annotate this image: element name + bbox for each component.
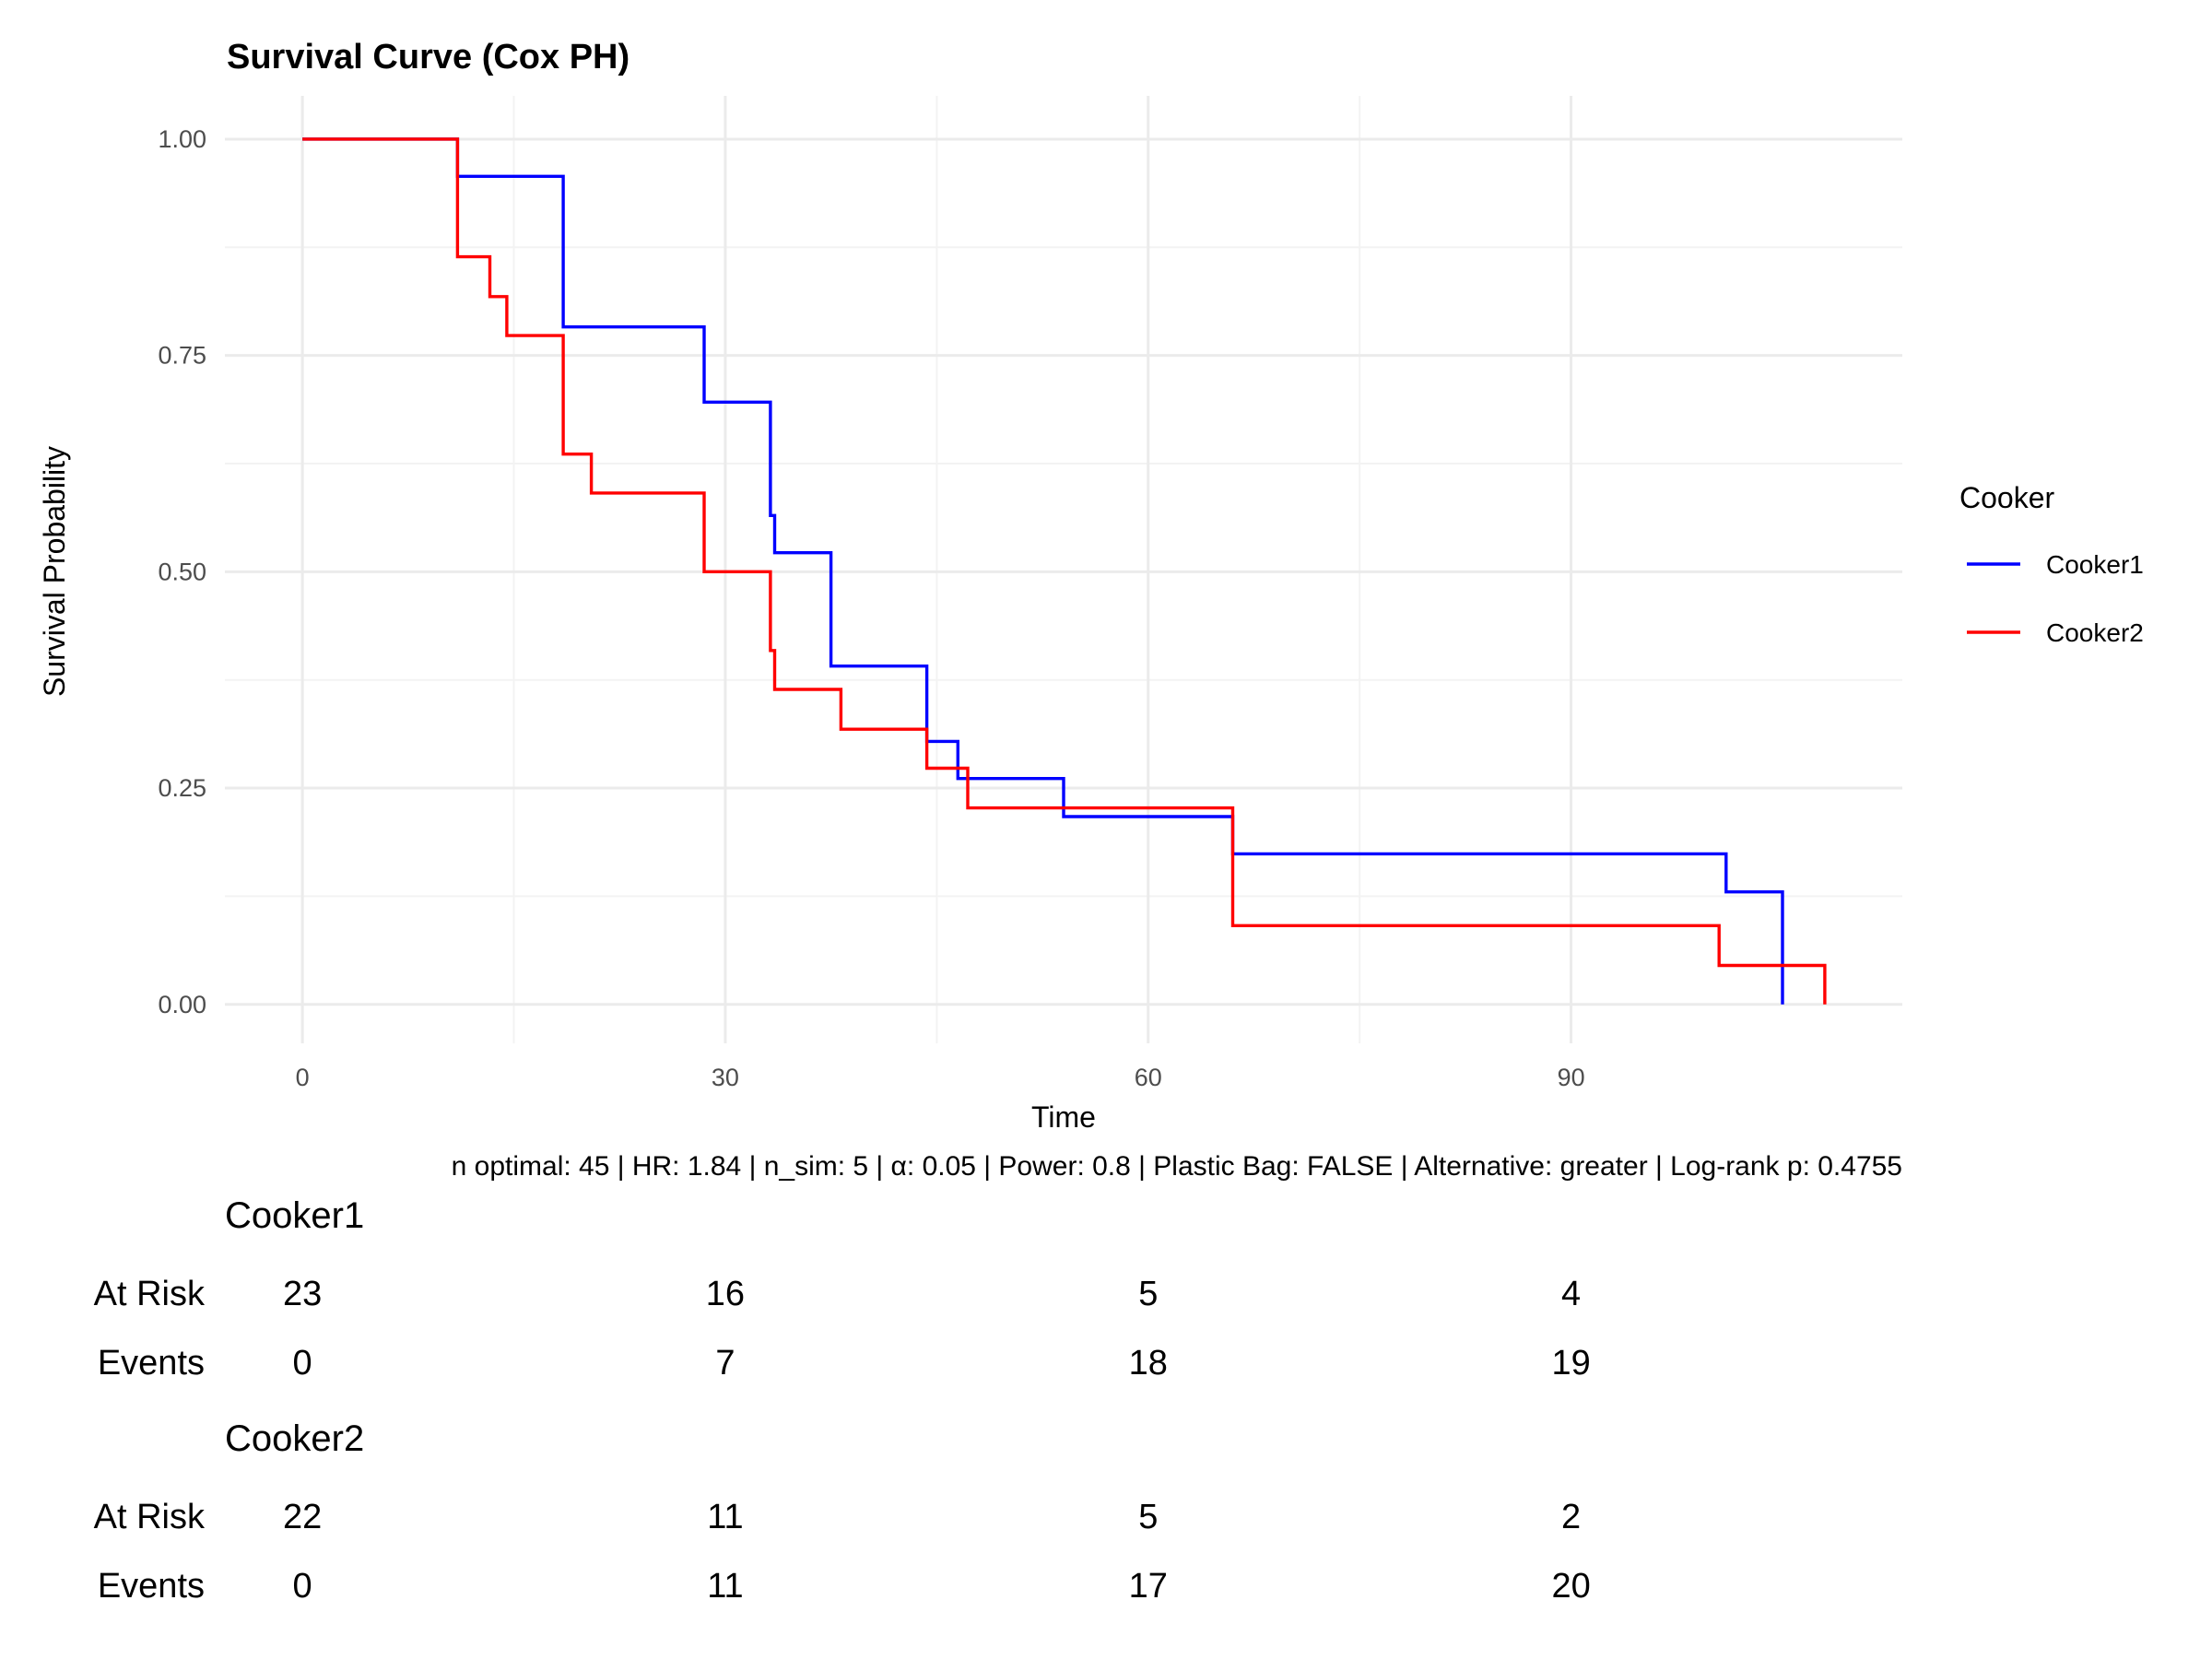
x-tick-label: 90 bbox=[1558, 1064, 1585, 1091]
risk-value: 16 bbox=[706, 1275, 745, 1313]
risk-row-label: At Risk bbox=[94, 1498, 206, 1536]
risk-value: 17 bbox=[1129, 1567, 1168, 1606]
risk-value: 18 bbox=[1129, 1344, 1168, 1382]
curve-cooker2 bbox=[302, 137, 1827, 1005]
risk-value: 5 bbox=[1138, 1498, 1158, 1536]
risk-row-label: At Risk bbox=[94, 1275, 206, 1313]
risk-row-label: Events bbox=[98, 1344, 205, 1382]
risk-value: 7 bbox=[715, 1344, 735, 1382]
chart-caption: n optimal: 45 | HR: 1.84 | n_sim: 5 | α:… bbox=[452, 1151, 1902, 1182]
risk-value: 19 bbox=[1551, 1344, 1590, 1382]
risk-value: 22 bbox=[283, 1498, 322, 1536]
risk-value: 0 bbox=[293, 1344, 312, 1382]
risk-value: 2 bbox=[1561, 1498, 1581, 1536]
chart-title: Survival Curve (Cox PH) bbox=[227, 38, 629, 76]
risk-value: 20 bbox=[1551, 1567, 1590, 1606]
x-tick-label: 0 bbox=[296, 1064, 310, 1091]
risk-table: Cooker1 At Risk 23 16 5 4 Events 0 7 18 19 Cooker2 A… bbox=[94, 1195, 1591, 1606]
risk-group-title: Cooker1 bbox=[225, 1195, 364, 1236]
y-axis-title: Survival Probability bbox=[38, 446, 71, 697]
legend-label-cooker2: Cooker2 bbox=[2046, 618, 2144, 647]
legend-title: Cooker bbox=[1959, 481, 2055, 514]
risk-row-label: Events bbox=[98, 1567, 205, 1606]
y-tick-label: 0.25 bbox=[158, 774, 206, 802]
y-tick-label: 0.75 bbox=[158, 342, 206, 370]
y-tick-label: 0.00 bbox=[158, 991, 206, 1018]
risk-value: 5 bbox=[1138, 1275, 1158, 1313]
risk-value: 11 bbox=[707, 1567, 743, 1606]
risk-value: 23 bbox=[283, 1275, 322, 1313]
risk-value: 0 bbox=[293, 1567, 312, 1606]
x-axis-ticks: 0 30 60 90 bbox=[296, 1064, 1585, 1091]
y-axis-ticks: 0.00 0.25 0.50 0.75 1.00 bbox=[158, 125, 206, 1018]
x-axis-title: Time bbox=[1031, 1100, 1096, 1134]
survival-curves bbox=[302, 137, 1827, 1005]
risk-value: 4 bbox=[1561, 1275, 1581, 1313]
x-tick-label: 60 bbox=[1135, 1064, 1162, 1091]
legend: Cooker Cooker1 Cooker2 bbox=[1959, 481, 2144, 647]
risk-value: 11 bbox=[707, 1498, 743, 1536]
risk-group-title: Cooker2 bbox=[225, 1418, 364, 1459]
y-tick-label: 0.50 bbox=[158, 558, 206, 585]
x-tick-label: 30 bbox=[712, 1064, 739, 1091]
y-tick-label: 1.00 bbox=[158, 125, 206, 153]
plot-grid bbox=[225, 96, 1902, 1043]
legend-label-cooker1: Cooker1 bbox=[2046, 550, 2144, 579]
